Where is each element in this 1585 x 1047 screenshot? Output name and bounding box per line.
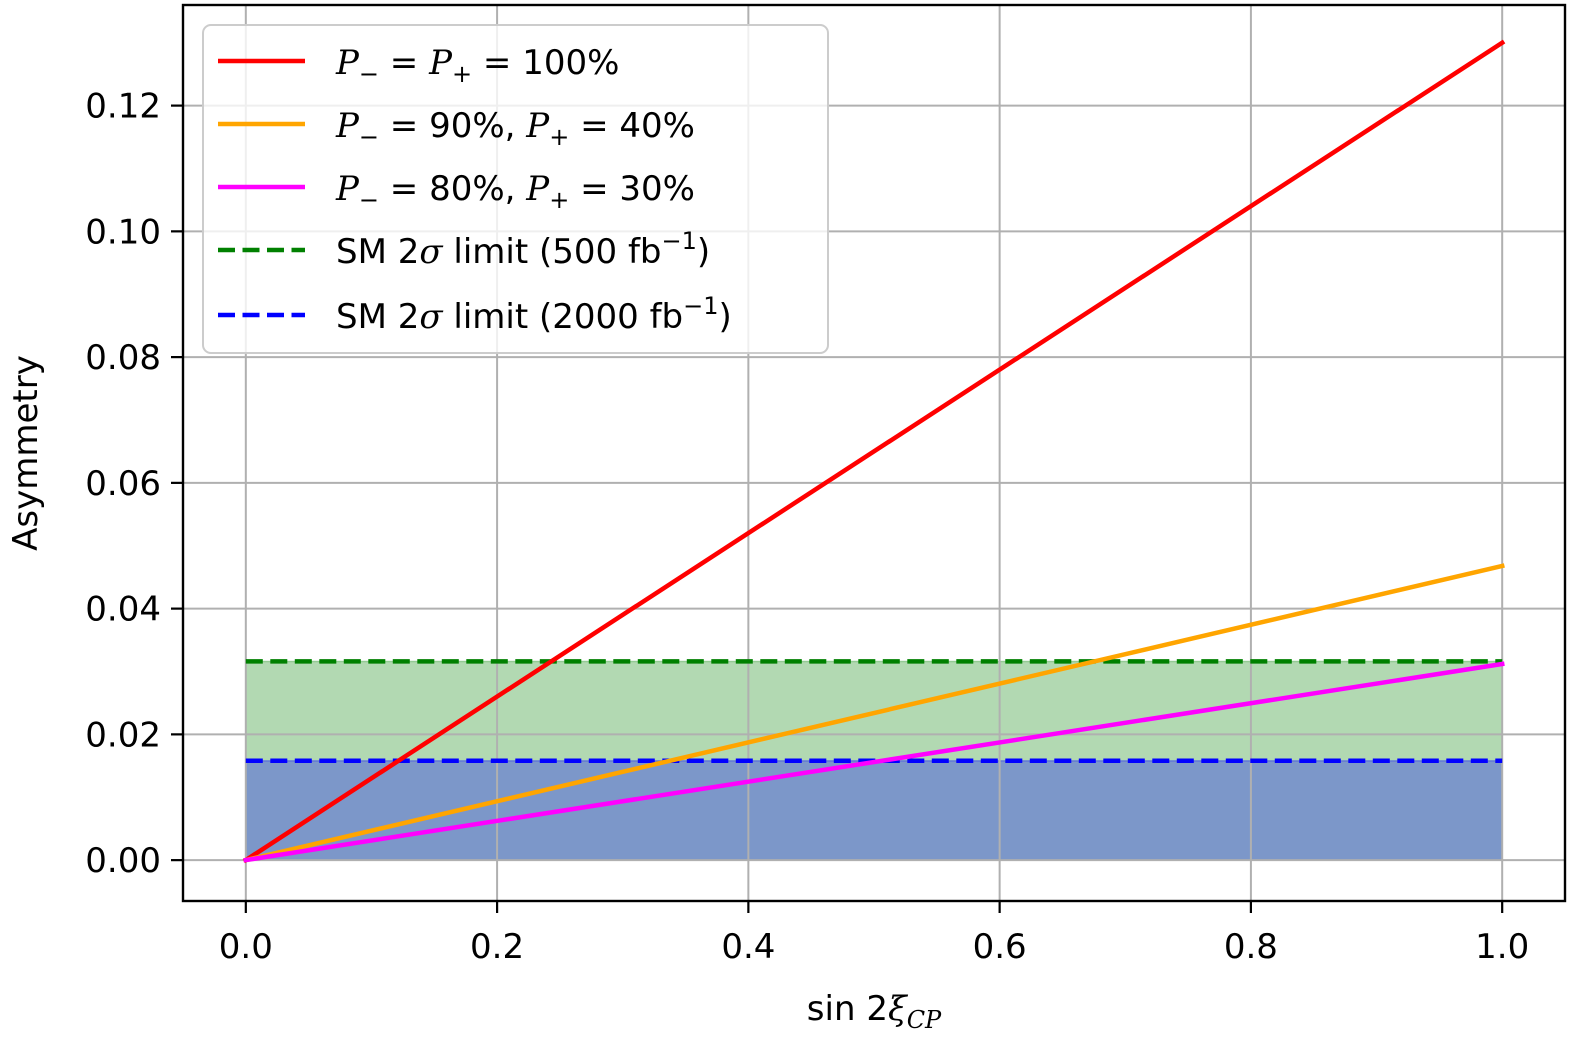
legend: P− = P+ = 100% P− = 90%, P+ = 40% P− = 80%… <box>202 24 829 354</box>
y-tick-label-3: 0.06 <box>85 464 161 504</box>
y-tick-label-5: 0.10 <box>85 212 161 252</box>
x-axis-label: sin 2ξCP <box>807 989 942 1034</box>
axes-frame <box>181 3 1567 903</box>
axis-ticks: 0.0 0.2 0.4 0.6 0.8 1.0 0.00 0.02 0.04 0.06 0.08 0.… <box>85 87 1529 967</box>
y-tick-label-1: 0.02 <box>85 715 161 755</box>
x-tick-label-3: 0.6 <box>973 927 1027 967</box>
series-line-p100 <box>242 39 1506 864</box>
x-tick-label-1: 0.2 <box>470 927 524 967</box>
y-axis-label: Asymmetry <box>6 355 46 551</box>
legend-label-p100: P− = P+ = 100% <box>335 43 619 88</box>
legend-label-sm500: SM 2σ limit (500 fb−1) <box>336 227 710 272</box>
legend-label-p80: P− = 80%, P+ = 30% <box>335 169 695 214</box>
y-tick-label-4: 0.08 <box>85 338 161 378</box>
x-axis-label-func: sin 2 <box>807 989 888 1029</box>
x-tick-label-2: 0.4 <box>721 927 775 967</box>
legend-label-p90: P− = 90%, P+ = 40% <box>335 106 695 151</box>
band-sm2000 <box>245 760 1503 861</box>
series-lines <box>242 39 1506 864</box>
series-line-p90 <box>243 563 1505 863</box>
x-axis-label-sub: CP <box>907 1006 942 1034</box>
x-axis-label-var: ξ <box>888 989 909 1029</box>
x-tick-label-5: 1.0 <box>1475 927 1529 967</box>
x-tick-label-0: 0.0 <box>219 927 273 967</box>
y-tick-label-0: 0.00 <box>85 841 161 881</box>
legend-box <box>202 24 829 354</box>
y-tick-label-6: 0.12 <box>85 87 161 127</box>
y-tick-label-2: 0.04 <box>85 590 161 630</box>
legend-label-sm2000: SM 2σ limit (2000 fb−1) <box>336 292 732 337</box>
series-line-p80 <box>243 661 1505 863</box>
x-tick-label-4: 0.8 <box>1224 927 1278 967</box>
